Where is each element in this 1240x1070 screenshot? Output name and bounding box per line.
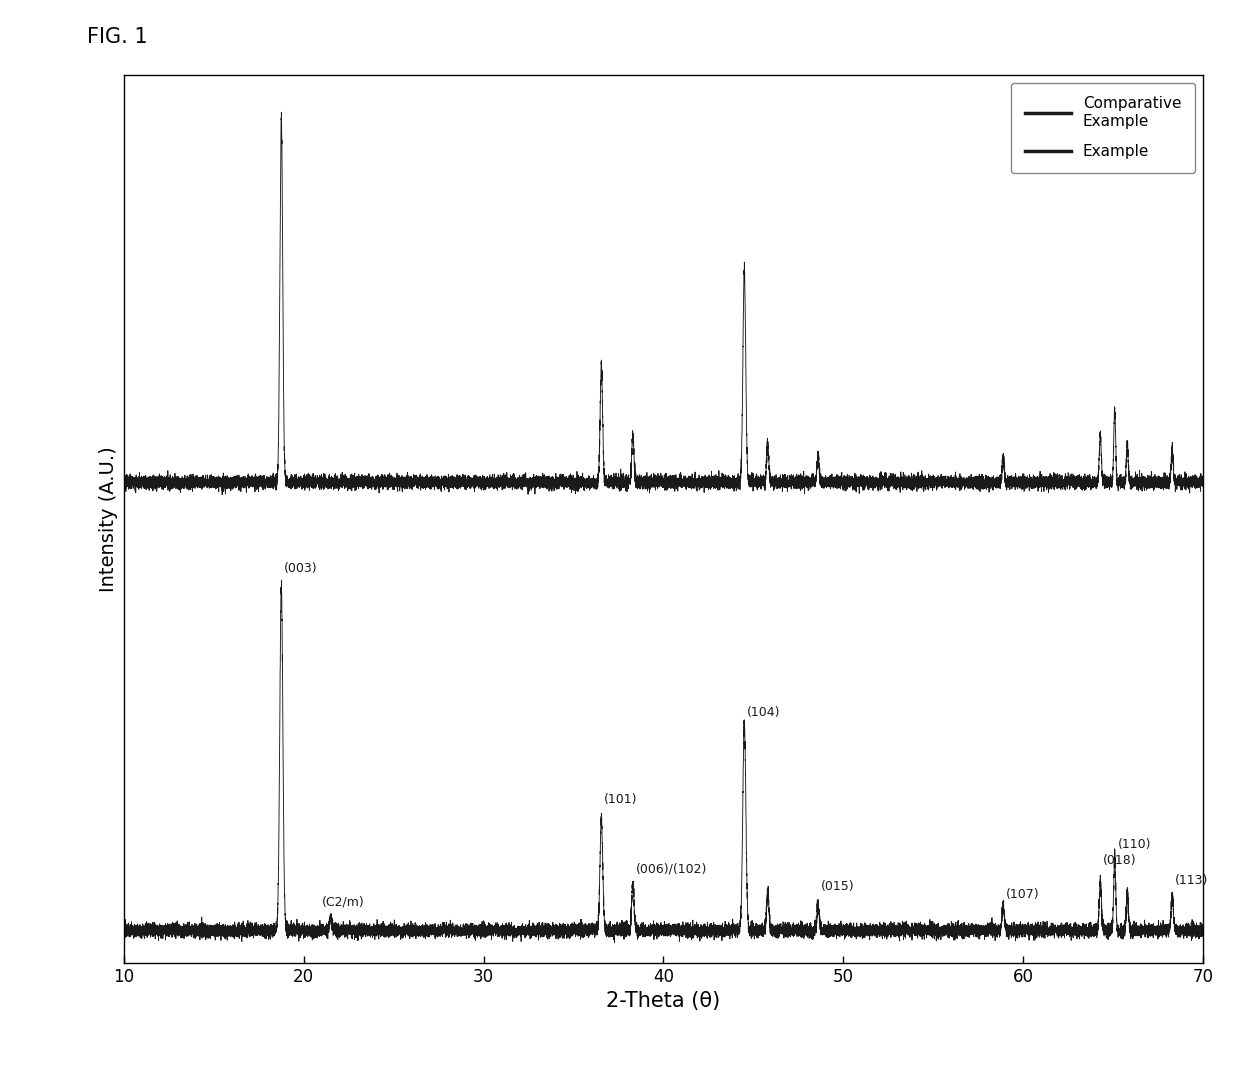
Text: (101): (101)	[604, 793, 637, 806]
Text: (110): (110)	[1117, 838, 1151, 851]
Text: (003): (003)	[284, 563, 317, 576]
Text: (C2/m): (C2/m)	[321, 896, 365, 908]
Y-axis label: Intensity (A.U.): Intensity (A.U.)	[99, 446, 119, 592]
Legend: Comparative
Example, Example: Comparative Example, Example	[1011, 82, 1195, 172]
X-axis label: 2-Theta (θ): 2-Theta (θ)	[606, 992, 720, 1011]
Text: (018): (018)	[1104, 854, 1137, 867]
Text: (107): (107)	[1006, 888, 1039, 901]
Text: (113): (113)	[1176, 874, 1208, 887]
Text: (015): (015)	[821, 881, 854, 893]
Text: FIG. 1: FIG. 1	[87, 27, 148, 47]
Text: (006)/(102): (006)/(102)	[636, 862, 707, 875]
Text: (104): (104)	[746, 706, 780, 719]
